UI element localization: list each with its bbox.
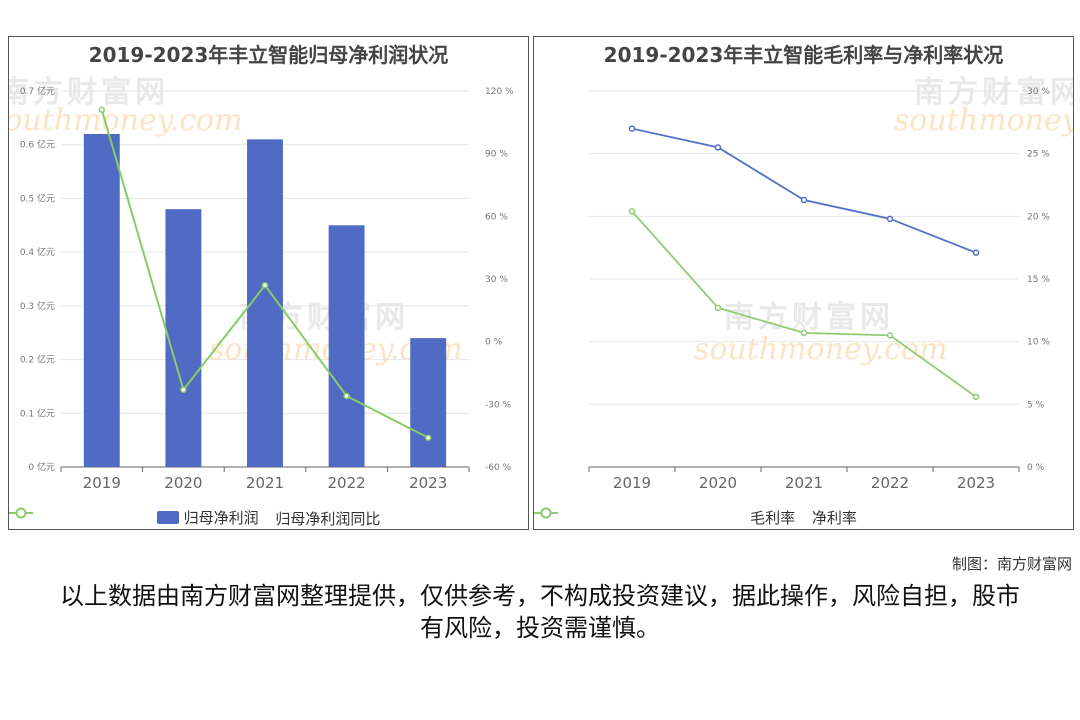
y-right-tick-label: 15 % [1027,275,1050,285]
legend-label: 毛利率 [750,509,796,527]
legend-label: 净利率 [811,509,857,527]
y-right-tick-label: 30 % [1027,87,1050,97]
y-right-tick-label: 0 % [1027,463,1045,473]
y-left-tick-label: 0.4 亿元 [20,246,55,258]
chart-legend: 归母净利润 归母净利润同比 [9,507,528,529]
legend-line-swatch [534,507,558,519]
y-right-tick-label: -60 % [485,463,512,473]
y-right-tick-label: 30 % [485,275,508,285]
x-tick-label: 2022 [328,474,366,492]
y-right-tick-label: 120 % [485,87,514,97]
x-tick-label: 2019 [83,474,121,492]
x-tick-label: 2023 [957,474,995,492]
line-point [886,332,894,339]
legend-bar-swatch [156,511,179,524]
x-tick-label: 2021 [246,474,284,492]
x-tick-label: 2022 [871,474,909,492]
y-left-tick-label: 0.7 亿元 [20,85,55,97]
line-point [972,393,980,401]
line-point [714,304,722,312]
series-line [631,127,977,254]
y-left-tick-label: 0.1 亿元 [20,407,55,419]
legend-item-net-margin[interactable]: 净利率 [534,507,857,528]
y-right-tick-label: -30 % [485,400,512,410]
x-tick-label: 2020 [164,474,202,492]
line-point [800,196,808,204]
y-right-tick-label: 20 % [1027,212,1050,222]
chart-title: 2019-2023年丰立智能毛利率与净利率状况 [603,43,1004,67]
y-left-tick-label: 0 亿元 [28,461,55,473]
y-right-tick-label: 10 % [1027,338,1050,348]
left-chart-panel: 南方财富网 southmoney.com 南方财富网 southmoney.co… [8,36,529,530]
bar [83,133,120,467]
y-right-tick-label: 0 % [485,338,503,348]
bar [328,225,365,467]
x-tick-label: 2023 [409,474,447,492]
line-chart: 0 % 5 % 10 % 15 % 20 % 25 % 30 % 2019 2020 2021 20… [588,87,1050,492]
legend-line-marker [540,507,552,519]
legend-label: 归母净利润同比 [275,510,381,528]
legend-item-bar[interactable]: 归母净利润 [156,507,259,528]
line-point [886,215,894,223]
y-right-tick-label: 90 % [485,150,508,160]
bar-line-chart: 0 亿元 0.1 亿元 0.2 亿元 0.3 亿元 0.4 亿元 0.5 亿元 0.6 亿元… [20,85,514,492]
legend-line-marker [15,507,27,519]
y-left-tick-label: 0.5 亿元 [20,192,55,204]
y-left-tick-label: 0.6 亿元 [20,139,55,151]
line-point [972,249,980,256]
legend-line-swatch [9,507,33,519]
legend-item-gross-margin[interactable]: 毛利率 [534,507,796,528]
bar [165,209,202,467]
line-point [628,208,636,215]
y-right-tick-label: 25 % [1027,150,1050,160]
x-tick-label: 2019 [613,474,651,492]
line-point [628,125,636,132]
line-point [261,282,269,289]
x-tick-label: 2020 [699,474,737,492]
right-chart-panel: 南方财富网 southmoney.com 南方财富网 southmoney.co… [533,36,1074,530]
line-point [98,106,106,114]
legend-item-line[interactable]: 归母净利润同比 [9,507,381,529]
y-left-tick-label: 0.3 亿元 [20,300,55,312]
disclaimer-text: 以上数据由南方财富网整理提供，仅供参考，不构成投资建议，据此操作，风险自担，股市… [60,582,1020,642]
line-point [343,392,350,400]
line-point [424,434,432,442]
chart-legend: 毛利率 净利率 [534,507,1073,528]
x-tick-label: 2021 [785,474,823,492]
chart-title: 2019-2023年丰立智能归母净利润状况 [88,43,449,67]
bar [410,338,447,467]
y-left-tick-label: 0.2 亿元 [20,354,55,366]
line-point [800,329,808,337]
y-right-tick-label: 60 % [485,212,508,222]
chart-credit: 制图：南方财富网 [951,555,1072,573]
y-right-tick-label: 5 % [1027,400,1045,410]
line-point [714,144,722,151]
line-point [180,386,187,393]
legend-label: 归母净利润 [183,509,259,527]
series-line [631,210,977,398]
